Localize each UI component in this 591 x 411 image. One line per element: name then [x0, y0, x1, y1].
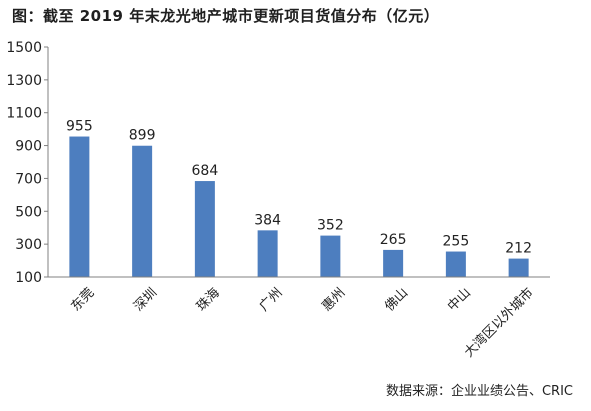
- data-source-note: 数据来源：企业业绩公告、CRIC: [385, 384, 573, 399]
- bar: [383, 249, 404, 277]
- y-tick-label: 1300: [6, 73, 42, 89]
- category-label: 佛山: [382, 285, 411, 314]
- data-label: 265: [380, 232, 407, 248]
- data-label: 899: [129, 128, 156, 144]
- category-label: 深圳: [131, 285, 160, 314]
- y-tick-label: 900: [15, 139, 42, 155]
- y-tick-label: 300: [15, 237, 42, 253]
- data-label: 212: [505, 241, 532, 257]
- category-label: 珠海: [194, 285, 223, 314]
- y-tick-label: 500: [15, 204, 42, 220]
- bar: [132, 145, 153, 277]
- data-label: 955: [66, 119, 93, 135]
- category-label: 东莞: [68, 285, 97, 314]
- bar: [194, 181, 215, 277]
- y-tick-label: 100: [15, 270, 42, 286]
- y-tick-label: 700: [15, 171, 42, 187]
- category-label: 中山: [445, 285, 474, 314]
- bar: [257, 230, 278, 277]
- bar: [320, 235, 341, 277]
- bar: [508, 258, 529, 277]
- bar: [445, 251, 466, 277]
- data-label: 255: [443, 234, 470, 250]
- data-label: 352: [317, 218, 344, 234]
- y-tick-label: 1500: [6, 40, 42, 56]
- data-label: 384: [254, 212, 281, 228]
- category-label: 广州: [257, 285, 286, 314]
- y-tick-label: 1100: [6, 106, 42, 122]
- y-axis: 100 300 500 700 900 1100 1300 1500: [6, 40, 49, 286]
- bar: [69, 136, 90, 277]
- category-label: 惠州: [319, 285, 348, 314]
- data-label: 684: [192, 163, 219, 179]
- bar-series: 955 899 684 384 352 265 255 212: [66, 119, 532, 277]
- chart-title: 图：截至 2019 年末龙光地产城市更新项目货值分布（亿元）: [12, 7, 440, 25]
